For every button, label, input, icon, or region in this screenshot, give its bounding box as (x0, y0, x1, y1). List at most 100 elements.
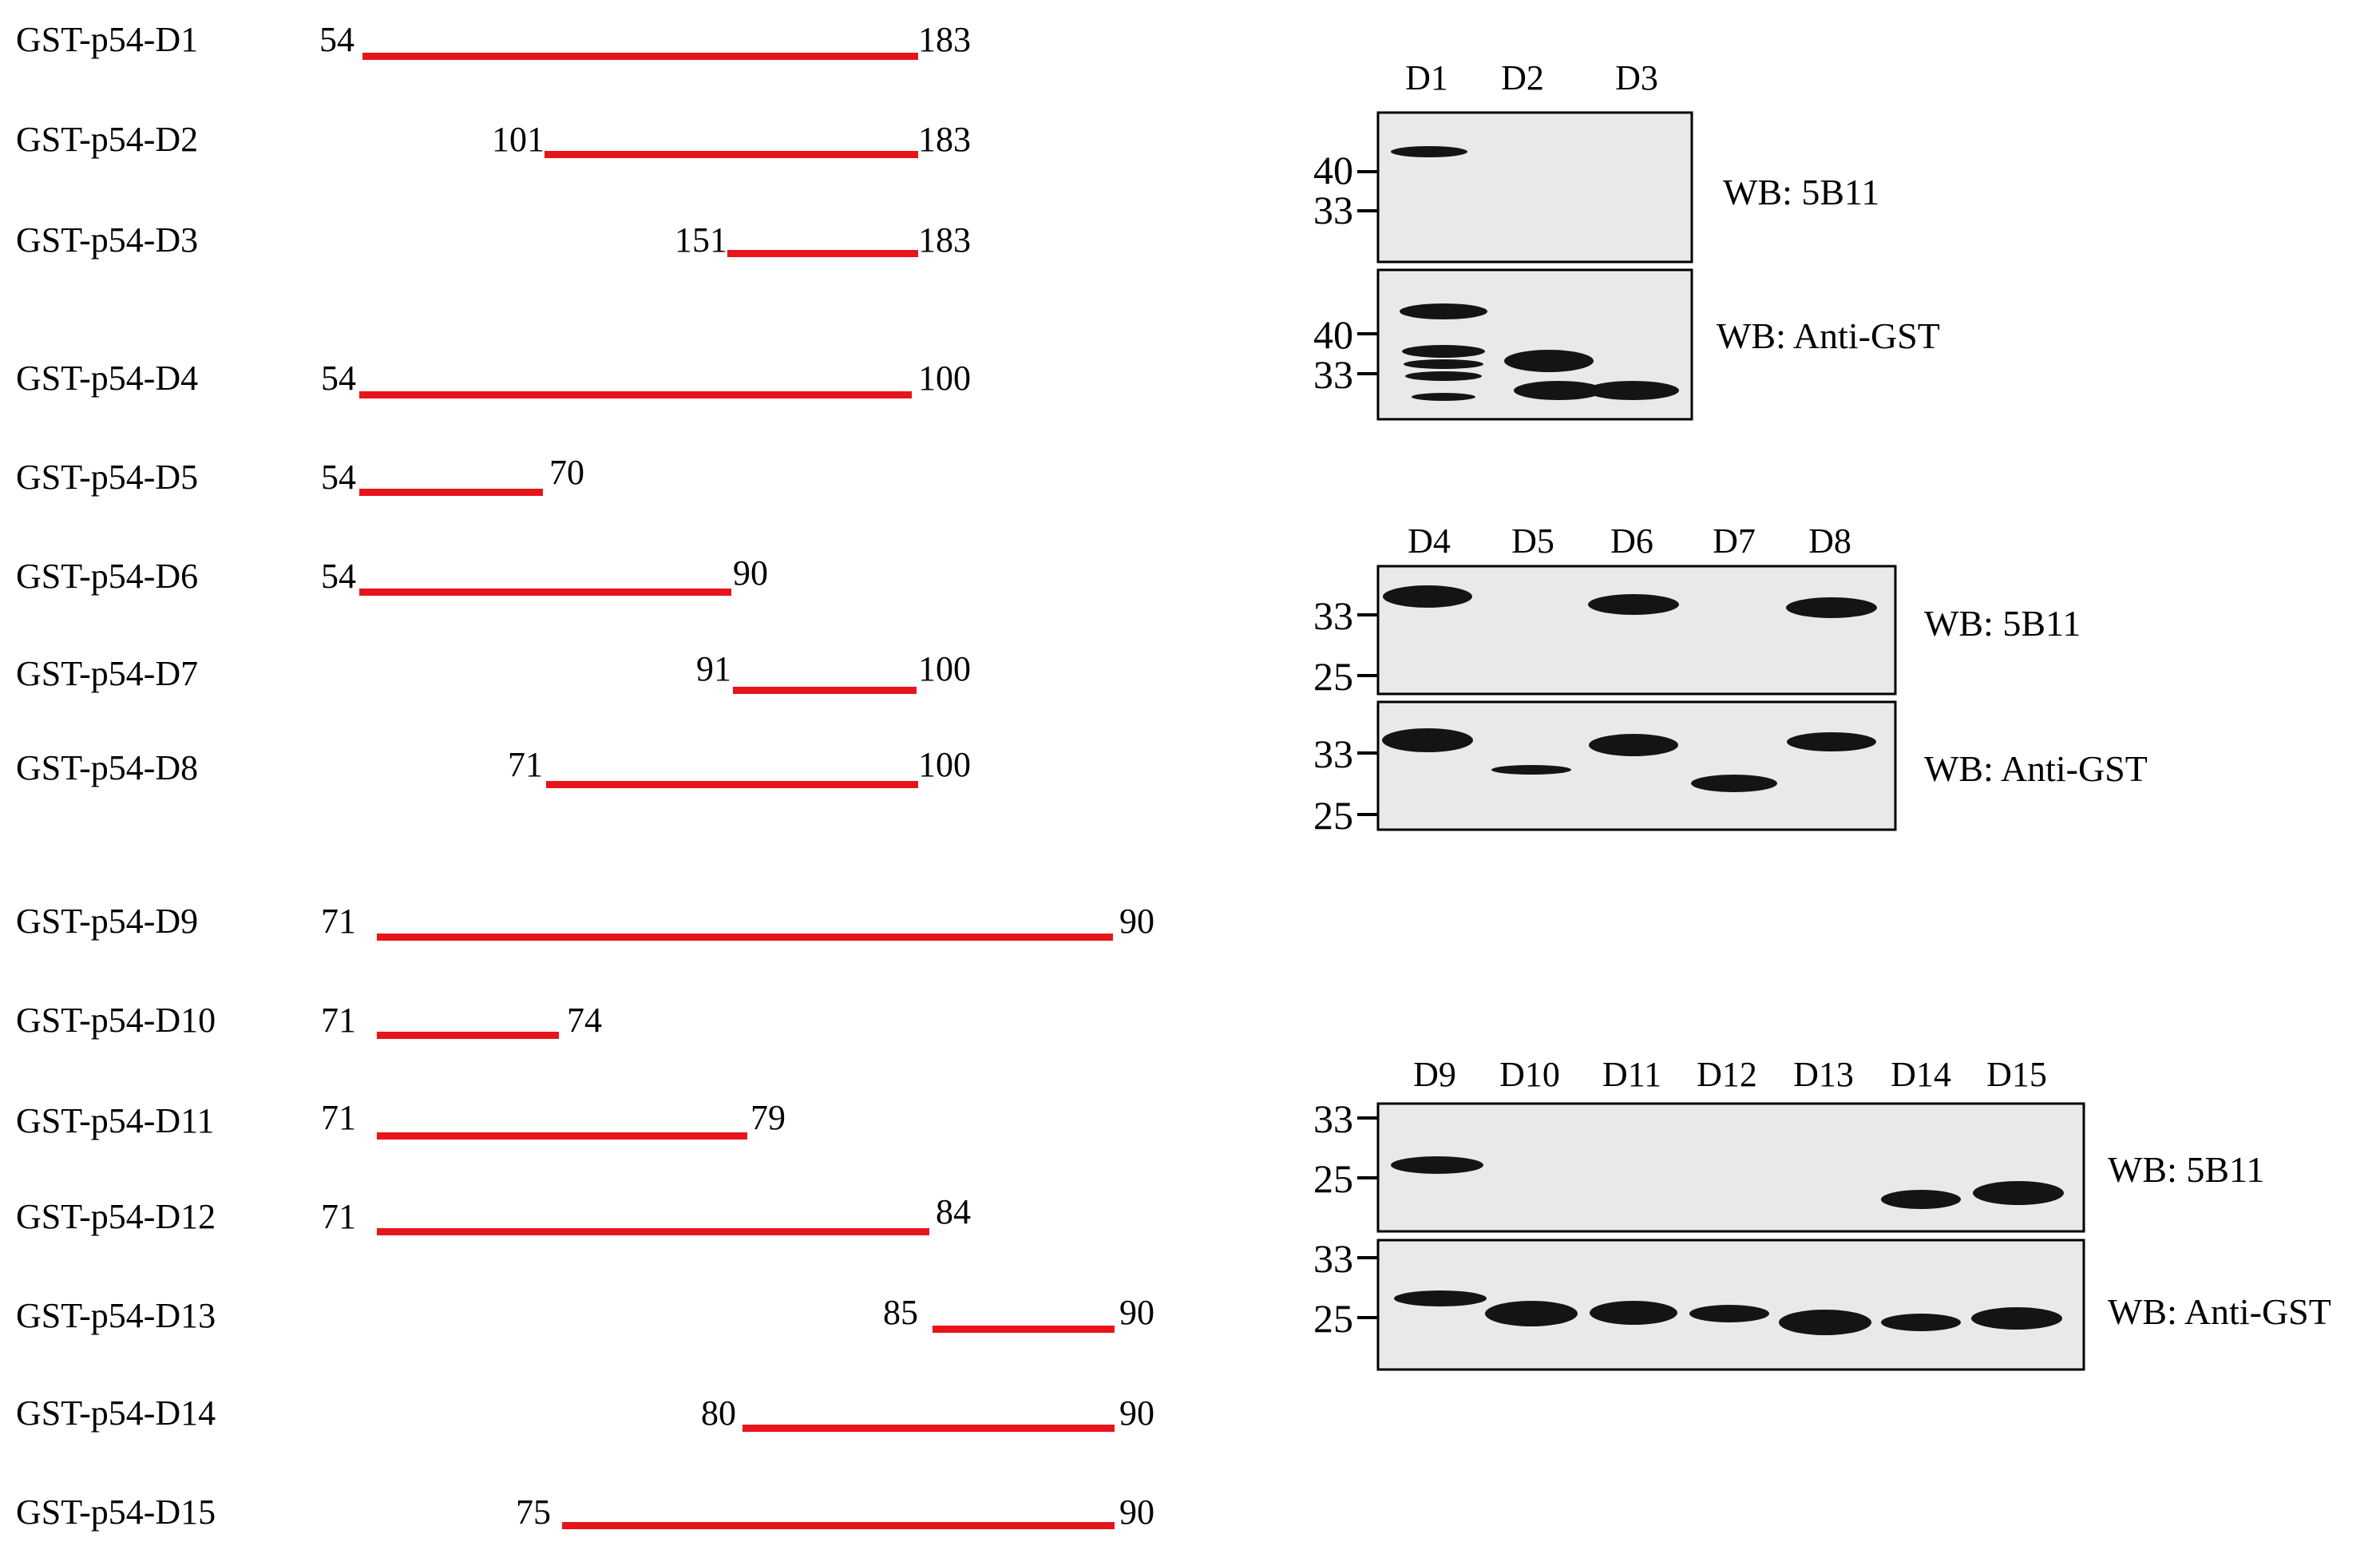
construct-start: 85 (883, 1293, 918, 1332)
lane-label: D9 (1413, 1055, 1456, 1094)
construct-map: GST-p54-D1 54 183 GST-p54-D2 101 183 GST… (16, 20, 1154, 1532)
lane-label: D10 (1499, 1055, 1560, 1094)
construct-name: GST-p54-D6 (16, 557, 198, 596)
construct-bar (359, 391, 912, 398)
blot-antibody-label: WB: Anti-GST (2108, 1291, 2331, 1332)
construct-start: 54 (321, 557, 356, 596)
construct-name: GST-p54-D1 (16, 20, 198, 59)
construct-start: 151 (675, 220, 727, 260)
construct-start: 71 (321, 1001, 356, 1040)
protein-band (1485, 1301, 1578, 1326)
blot-membrane (1376, 1102, 2085, 1233)
marker-label: 25 (1313, 1156, 1353, 1201)
marker-label: 25 (1313, 1296, 1353, 1341)
construct-name: GST-p54-D12 (16, 1197, 216, 1236)
protein-band (1405, 371, 1482, 381)
construct-end: 74 (567, 1001, 602, 1040)
construct-start: 54 (321, 458, 356, 497)
protein-band (1779, 1310, 1871, 1335)
construct-bar (733, 687, 917, 694)
protein-band (1689, 1305, 1769, 1322)
lane-label: D13 (1793, 1055, 1854, 1094)
protein-band (1588, 594, 1679, 615)
construct-end: 183 (918, 20, 971, 59)
construct-name: GST-p54-D5 (16, 458, 198, 497)
protein-band (1404, 359, 1483, 369)
protein-band (1786, 597, 1877, 618)
construct-row: GST-p54-D1 54 183 (16, 20, 971, 60)
construct-name: GST-p54-D8 (16, 748, 198, 787)
protein-band (1412, 393, 1475, 401)
construct-row: GST-p54-D2 101 183 (16, 120, 971, 159)
blot-membrane (1376, 565, 1897, 696)
construct-bar (743, 1425, 1115, 1432)
construct-name: GST-p54-D11 (16, 1101, 215, 1140)
construct-bar (377, 1228, 929, 1235)
construct-bar (377, 1132, 747, 1140)
construct-start: 54 (319, 20, 354, 59)
marker-label: 33 (1313, 731, 1353, 776)
construct-end: 90 (1119, 1492, 1154, 1532)
lane-label: D11 (1602, 1055, 1661, 1094)
western-blot-3: D9 D10 D11 D12 D13 D14 D15 33 25 WB: 5B1… (1313, 1055, 2331, 1371)
construct-end: 100 (918, 359, 971, 398)
protein-band (1402, 345, 1485, 358)
construct-start: 71 (321, 902, 356, 941)
protein-band (1383, 585, 1472, 608)
protein-band (1881, 1314, 1961, 1331)
marker-label: 33 (1313, 593, 1353, 638)
blot-membrane (1376, 1239, 2085, 1371)
construct-name: GST-p54-D10 (16, 1001, 216, 1040)
lane-label: D14 (1891, 1055, 1951, 1094)
protein-band (1400, 303, 1487, 319)
construct-end: 90 (1119, 902, 1154, 941)
marker-label: 25 (1313, 793, 1353, 838)
protein-band (1881, 1190, 1961, 1209)
construct-end: 84 (936, 1192, 971, 1231)
protein-band (1382, 728, 1473, 752)
construct-row: GST-p54-D3 151 183 (16, 220, 971, 260)
blot-antibody-label: WB: 5B11 (1924, 603, 2081, 644)
protein-band (1973, 1181, 2064, 1205)
protein-band (1514, 381, 1603, 400)
blot-antibody-label: WB: 5B11 (2108, 1149, 2264, 1190)
construct-bar (933, 1326, 1115, 1333)
construct-name: GST-p54-D7 (16, 654, 198, 693)
blot-antibody-label: WB: 5B11 (1723, 172, 1879, 212)
construct-name: GST-p54-D3 (16, 220, 198, 260)
construct-bar (545, 151, 918, 158)
construct-start: 101 (492, 120, 545, 159)
western-blot-1: D1 D2 D3 40 33 WB: 5B11 40 33 WB: Anti-G… (1313, 58, 1940, 421)
construct-name: GST-p54-D13 (16, 1296, 216, 1335)
lane-label: D4 (1408, 521, 1451, 561)
construct-start: 71 (321, 1098, 356, 1137)
protein-band (1787, 732, 1876, 751)
marker-label: 33 (1313, 188, 1353, 232)
construct-start: 71 (508, 745, 543, 784)
lane-label: D2 (1501, 58, 1544, 97)
construct-name: GST-p54-D14 (16, 1393, 216, 1433)
marker-label: 33 (1313, 1096, 1353, 1141)
construct-bar (359, 489, 543, 496)
blot-antibody-label: WB: Anti-GST (1717, 315, 1940, 356)
marker-label: 33 (1313, 352, 1353, 397)
lane-label: D8 (1808, 521, 1851, 561)
blot-membrane (1376, 111, 1693, 264)
construct-end: 90 (733, 553, 768, 593)
protein-band (1504, 350, 1594, 372)
construct-row: GST-p54-D8 71 100 (16, 745, 971, 788)
construct-bar (377, 1032, 559, 1039)
construct-name: GST-p54-D4 (16, 359, 198, 398)
construct-end: 183 (918, 120, 971, 159)
construct-start: 80 (701, 1393, 736, 1433)
construct-bar (359, 589, 731, 596)
construct-row: GST-p54-D14 80 90 (16, 1393, 1154, 1433)
construct-end: 90 (1119, 1293, 1154, 1332)
construct-end: 90 (1119, 1393, 1154, 1433)
protein-band (1391, 146, 1467, 157)
protein-band (1394, 1290, 1487, 1306)
protein-band (1971, 1307, 2062, 1330)
protein-band (1590, 1301, 1677, 1325)
lane-label: D6 (1610, 521, 1653, 561)
